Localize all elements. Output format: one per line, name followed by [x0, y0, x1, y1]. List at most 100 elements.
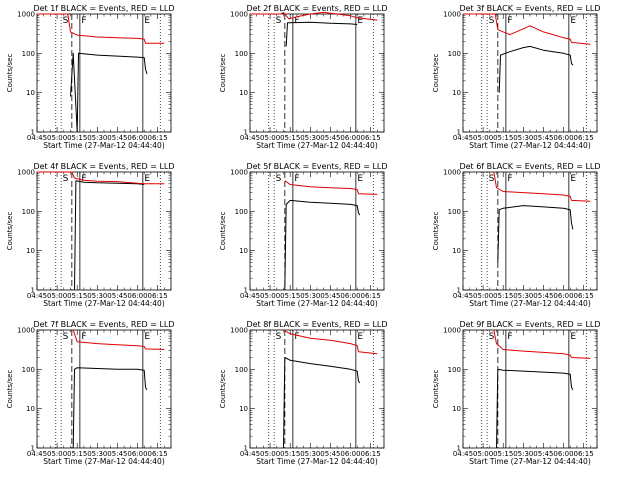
y-axis-label: Counts/sec	[219, 370, 227, 409]
y-tick-label: 1	[244, 287, 248, 295]
y-tick-label: 1000	[17, 169, 35, 177]
y-tick-label: 10	[239, 247, 248, 255]
panel-title: Det 4f BLACK = Events, RED = LLD	[33, 162, 174, 171]
y-tick-label: 1000	[17, 327, 35, 335]
series-line	[37, 13, 165, 44]
x-tick-label: 05:15	[280, 134, 300, 142]
y-tick-label: 1000	[230, 11, 248, 19]
x-axis-label: Start Time (27-Mar-12 04:44:40)	[469, 457, 591, 466]
panel-8: Det 8f BLACK = Events, RED = LLD 1 10 100 10…	[219, 320, 388, 466]
x-tick-label: 05:30	[87, 292, 107, 300]
x-tick-label: 05:30	[87, 134, 107, 142]
x-tick-label: 05:30	[513, 450, 533, 458]
y-axis-label: Counts/sec	[219, 54, 227, 93]
y-tick-label: 10	[452, 247, 461, 255]
x-tick-label: 06:15	[148, 450, 168, 458]
x-tick-label: 05:45	[107, 134, 127, 142]
x-tick-label: 06:15	[148, 134, 168, 142]
marker-label: S	[276, 174, 282, 184]
x-tick-label: 06:00	[127, 134, 147, 142]
x-tick-label: 06:15	[574, 450, 594, 458]
y-tick-label: 1	[31, 129, 35, 137]
series-line	[74, 180, 145, 291]
marker-label: E	[144, 174, 150, 184]
x-tick-label: 05:30	[300, 450, 320, 458]
marker-label: E	[570, 16, 576, 26]
x-axis-label: Start Time (27-Mar-12 04:44:40)	[256, 457, 378, 466]
x-tick-label: 05:00	[260, 292, 280, 300]
x-tick-label: 06:00	[127, 292, 147, 300]
series-line	[497, 205, 574, 263]
y-tick-label: 1	[244, 129, 248, 137]
x-tick-label: 04:45	[27, 450, 47, 458]
x-tick-label: 05:00	[47, 134, 67, 142]
y-tick-label: 100	[235, 50, 248, 58]
y-tick-label: 100	[22, 50, 35, 58]
series-line	[285, 21, 358, 47]
y-tick-label: 10	[239, 405, 248, 413]
x-tick-label: 04:45	[27, 292, 47, 300]
x-tick-label: 05:45	[320, 292, 340, 300]
y-tick-label: 10	[26, 247, 35, 255]
panel-title: Det 5f BLACK = Events, RED = LLD	[246, 162, 387, 171]
x-tick-label: 05:15	[67, 450, 87, 458]
series-line	[37, 171, 165, 185]
x-tick-label: 05:15	[493, 134, 513, 142]
marker-label: F	[81, 332, 86, 342]
panel-5: Det 5f BLACK = Events, RED = LLD 1 10 100 10…	[219, 162, 388, 308]
x-tick-label: 05:00	[47, 292, 67, 300]
y-axis-label: Counts/sec	[432, 54, 440, 93]
plot-frame	[249, 13, 385, 133]
marker-label: E	[570, 332, 576, 342]
panel-title: Det 7f BLACK = Events, RED = LLD	[33, 320, 174, 329]
x-tick-label: 06:00	[553, 450, 573, 458]
x-axis-label: Start Time (27-Mar-12 04:44:40)	[469, 141, 591, 150]
x-tick-label: 05:45	[320, 450, 340, 458]
series-line	[250, 11, 378, 21]
series-line	[70, 52, 148, 133]
x-tick-label: 05:15	[67, 134, 87, 142]
marker-label: E	[357, 16, 363, 26]
marker-label: F	[294, 332, 299, 342]
series-line	[283, 357, 361, 449]
x-tick-label: 05:00	[473, 450, 493, 458]
y-tick-label: 10	[452, 89, 461, 97]
panel-title: Det 6f BLACK = Events, RED = LLD	[459, 162, 600, 171]
x-tick-label: 04:45	[27, 134, 47, 142]
panel-9: Det 9f BLACK = Events, RED = LLD 1 10 100 10…	[432, 320, 601, 466]
y-tick-label: 100	[235, 366, 248, 374]
marker-label: S	[63, 174, 69, 184]
y-tick-label: 100	[22, 208, 35, 216]
x-tick-label: 04:45	[453, 292, 473, 300]
y-tick-label: 100	[448, 366, 461, 374]
x-tick-label: 06:15	[361, 134, 381, 142]
marker-label: E	[357, 174, 363, 184]
x-axis-label: Start Time (27-Mar-12 04:44:40)	[256, 299, 378, 308]
series-line	[283, 329, 378, 355]
x-tick-label: 05:00	[47, 450, 67, 458]
plot-frame	[462, 13, 598, 133]
x-tick-label: 05:30	[300, 134, 320, 142]
x-tick-label: 04:45	[240, 134, 260, 142]
x-tick-label: 04:45	[240, 450, 260, 458]
plot-frame	[249, 329, 385, 449]
y-tick-label: 100	[235, 208, 248, 216]
y-tick-label: 100	[448, 208, 461, 216]
series-line	[498, 45, 574, 93]
series-line	[284, 180, 378, 195]
panel-title: Det 9f BLACK = Events, RED = LLD	[459, 320, 600, 329]
y-tick-label: 10	[239, 89, 248, 97]
x-tick-label: 05:00	[473, 134, 493, 142]
plot-frame	[462, 329, 598, 449]
y-axis-label: Counts/sec	[6, 212, 14, 251]
x-tick-label: 04:45	[240, 292, 260, 300]
x-tick-label: 05:15	[280, 292, 300, 300]
x-tick-label: 06:00	[127, 450, 147, 458]
y-tick-label: 1	[457, 287, 461, 295]
panel-6: Det 6f BLACK = Events, RED = LLD 1 10 100 10…	[432, 162, 601, 308]
x-tick-label: 05:45	[320, 134, 340, 142]
y-tick-label: 1	[31, 445, 35, 453]
x-tick-label: 05:45	[107, 450, 127, 458]
series-line	[493, 171, 591, 202]
marker-label: F	[507, 174, 512, 184]
